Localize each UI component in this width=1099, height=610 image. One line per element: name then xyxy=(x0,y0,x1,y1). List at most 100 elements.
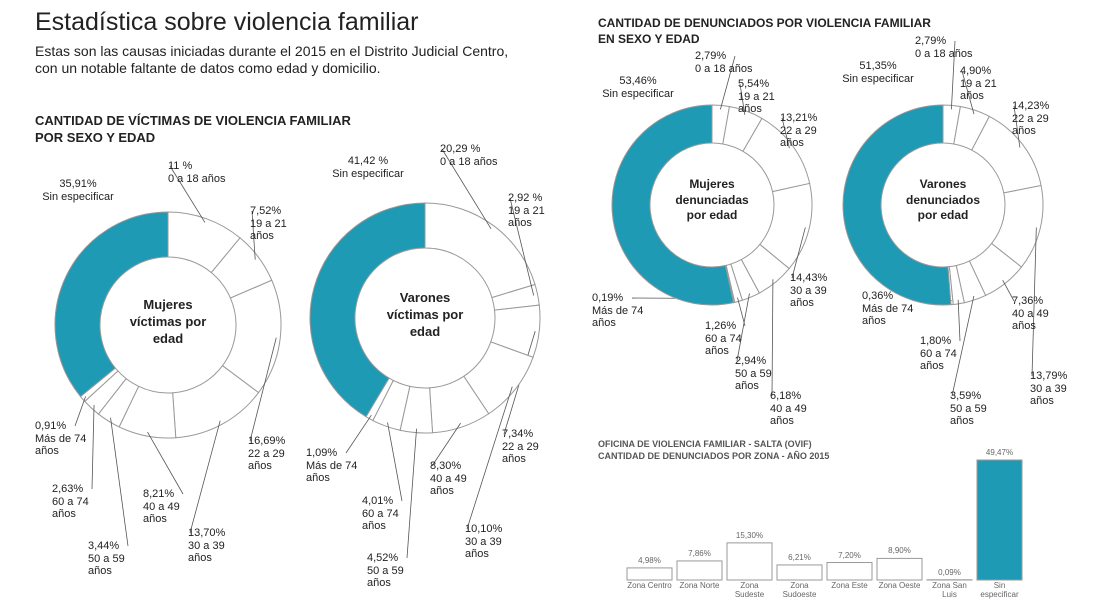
leader-line xyxy=(249,337,277,442)
leader-line xyxy=(737,297,746,327)
donut-segment xyxy=(842,104,952,306)
x-tick-label: Sin especificar xyxy=(980,581,1019,599)
leader-line xyxy=(1013,105,1021,148)
bar-value-label: 49,47% xyxy=(985,448,1014,457)
segment-label: 14,23% 22 a 29 años xyxy=(1012,100,1074,138)
leader-line xyxy=(509,197,535,296)
segment-label: 13,70% 30 a 39 años xyxy=(188,527,250,565)
category-label: 60 a 74 años xyxy=(705,332,742,358)
category-label: 22 a 29 años xyxy=(1012,112,1049,138)
segment-label: 1,26% 60 a 74 años xyxy=(705,320,767,358)
segment-label: 7,34% 22 a 29 años xyxy=(502,428,564,466)
page-subtitle: Estas son las causas iniciadas durante e… xyxy=(35,43,509,76)
category-label: Sin especificar xyxy=(842,72,914,85)
value-label: 1,80% xyxy=(920,335,952,347)
segment-label: 3,59% 50 a 59 años xyxy=(950,390,1012,428)
donut-segment xyxy=(611,104,735,306)
segment-label: 20,29 % 0 a 18 años xyxy=(440,143,502,168)
bar xyxy=(676,560,723,581)
category-label: 30 a 39 años xyxy=(1030,382,1067,408)
segment-label: 11 % 0 a 18 años xyxy=(168,160,230,185)
segment-label: 2,79% 0 a 18 años xyxy=(695,50,757,75)
segment-label: 1,09% Más de 74 años xyxy=(306,447,368,485)
category-label: 60 a 74 años xyxy=(920,347,957,373)
value-label: 2,92 % xyxy=(508,192,543,204)
segment-label: 8,21% 40 a 49 años xyxy=(143,488,205,526)
category-label: 22 a 29 años xyxy=(502,440,539,466)
leader-line xyxy=(431,422,461,467)
category-label: Sin especificar xyxy=(602,87,674,100)
bar-title: OFICINA DE VIOLENCIA FAMILIAR - SALTA (O… xyxy=(598,439,812,449)
category-label: 0 a 18 años xyxy=(440,155,498,168)
value-label: 0,36% xyxy=(862,290,894,302)
category-label: Sin especificar xyxy=(42,190,114,203)
value-label: 2,94% xyxy=(735,355,767,367)
category-label: 50 a 59 años xyxy=(88,552,125,578)
value-label: 7,34% xyxy=(502,428,534,440)
bar-subtitle: CANTIDAD DE DENUNCIADOS POR ZONA - AÑO 2… xyxy=(598,451,830,461)
category-label: 40 a 49 años xyxy=(770,402,807,428)
value-label: 0,19% xyxy=(592,292,624,304)
bar xyxy=(826,562,873,581)
segment-label: 3,44% 50 a 59 años xyxy=(88,540,150,578)
category-label: 19 a 21 años xyxy=(960,77,997,103)
category-label: 40 a 49 años xyxy=(430,472,467,498)
segment-label: 1,80% 60 a 74 años xyxy=(920,335,982,373)
leader-line xyxy=(1031,227,1037,377)
category-label: Más de 74 años xyxy=(592,304,644,330)
bar-value-label: 15,30% xyxy=(735,530,764,540)
value-label: 20,29 % xyxy=(440,143,481,155)
value-label: 1,09% xyxy=(306,447,338,459)
x-tick-label: Zona Centro xyxy=(627,581,672,590)
leader-line xyxy=(345,414,372,454)
value-label: 14,23% xyxy=(1012,100,1050,112)
value-label: 2,63% xyxy=(52,483,84,495)
value-label: 5,54% xyxy=(738,78,770,90)
donut-center-label: Varones denunciados por edad xyxy=(905,177,980,223)
segment-label: 13,21% 22 a 29 años xyxy=(780,112,842,150)
value-label: 4,01% xyxy=(362,495,394,507)
value-label: 3,44% xyxy=(88,540,120,552)
category-label: 50 a 59 años xyxy=(735,367,772,393)
segment-label: 6,18% 40 a 49 años xyxy=(770,390,832,428)
x-tick-label: Zona Este xyxy=(831,581,868,590)
bar-value-label: 6,21% xyxy=(788,552,811,562)
value-label: 41,42 % xyxy=(347,155,389,167)
category-label: 50 a 59 años xyxy=(950,402,987,428)
leader-line xyxy=(771,279,774,397)
value-label: 3,59% xyxy=(950,390,982,402)
section-title: CANTIDAD DE DENUNCIADOS POR VIOLENCIA FA… xyxy=(598,16,931,46)
bar xyxy=(776,564,823,581)
segment-label: 5,54% 19 a 21 años xyxy=(738,78,800,116)
bar xyxy=(726,542,773,581)
category-label: 19 a 21 años xyxy=(250,217,287,243)
leader-line xyxy=(387,422,403,502)
segment-label: 13,79% 30 a 39 años xyxy=(1030,370,1092,408)
value-label: 7,52% xyxy=(250,205,282,217)
leader-line xyxy=(110,417,129,547)
segment-label: 2,94% 50 a 59 años xyxy=(735,355,797,393)
leader-line xyxy=(251,210,256,260)
leader-line xyxy=(406,428,417,559)
bar-value-label: 8,90% xyxy=(888,546,911,556)
category-label: 30 a 39 años xyxy=(465,535,502,561)
category-label: 19 a 21 años xyxy=(508,204,545,230)
category-label: 40 a 49 años xyxy=(1012,307,1049,333)
segment-label: 2,92 % 19 a 21 años xyxy=(508,192,570,230)
leader-line xyxy=(189,420,221,534)
value-label: 35,91% xyxy=(59,178,97,190)
segment-label: 10,10% 30 a 39 años xyxy=(465,523,527,561)
page-title: Estadística sobre violencia familiar xyxy=(35,8,419,36)
value-label: 8,21% xyxy=(143,488,175,500)
donut-center-label: Mujeres denunciadas por edad xyxy=(675,177,749,223)
bar-value-label: 4,98% xyxy=(638,555,661,565)
category-label: 40 a 49 años xyxy=(143,500,180,526)
donut-center-label: Mujeres víctimas por edad xyxy=(129,297,207,346)
segment-label: 4,52% 50 a 59 años xyxy=(367,552,429,590)
segment-label: 0,36% Más de 74 años xyxy=(862,290,924,328)
category-label: Más de 74 años xyxy=(306,459,358,485)
value-label: 13,21% xyxy=(780,112,818,124)
value-label: 7,36% xyxy=(1012,295,1044,307)
value-label: 11 % xyxy=(168,160,193,172)
segment-label: 53,46% Sin especificar xyxy=(600,75,676,100)
